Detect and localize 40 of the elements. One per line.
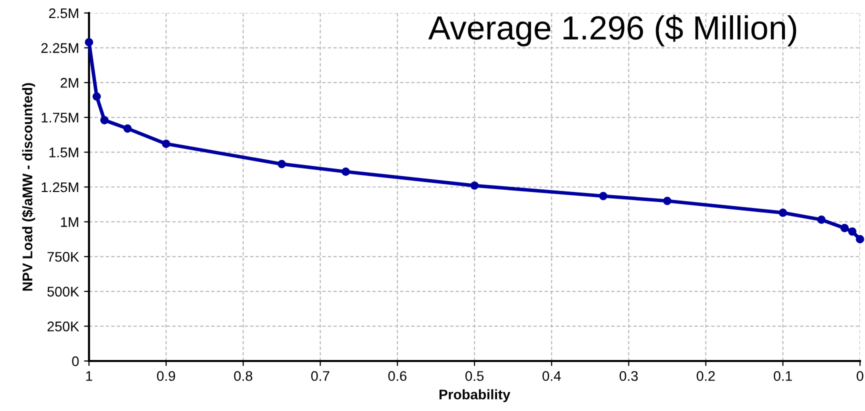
x-axis-title: Probability: [440, 389, 510, 402]
x-tick-label: 0: [856, 371, 864, 381]
y-axis-title: NPV Load ($/aMW - discounted): [22, 83, 36, 291]
point: [342, 168, 350, 176]
y-tick-label: 1M: [61, 217, 78, 227]
point: [470, 181, 479, 190]
x-tick-label: 0.6: [388, 371, 406, 381]
y-tick-label: 500K: [47, 286, 80, 297]
x-tick-label: 0.9: [156, 371, 176, 381]
point: [840, 224, 849, 232]
point: [92, 92, 101, 101]
point: [599, 192, 608, 200]
x-tick-label: 0.1: [774, 371, 792, 381]
y-tick-label: 1.5M: [49, 148, 78, 158]
point: [663, 196, 672, 206]
x-tick-label: 0.4: [542, 371, 561, 381]
y-tick-label: 750K: [48, 252, 80, 262]
y-tick-label: 1.75M: [42, 112, 78, 123]
point: [123, 124, 132, 133]
x-tick-label: 1: [86, 371, 92, 381]
point: [84, 38, 94, 46]
x-tick-label: 0.3: [620, 371, 638, 381]
point: [778, 208, 788, 217]
point: [100, 116, 109, 124]
y-tick-label: 250K: [48, 322, 80, 332]
point: [848, 227, 856, 236]
x-tick-label: 0.5: [465, 371, 484, 381]
point: [817, 216, 826, 224]
y-tick-label: 1.25M: [42, 182, 78, 192]
x-tick-label: 0.7: [311, 371, 330, 381]
y-tick-label: 2.25M: [41, 43, 78, 53]
x-tick-label: 0.8: [234, 371, 252, 381]
point: [162, 140, 170, 148]
y-tick-label: 2.5M: [49, 8, 78, 18]
y-tick-label: 0: [72, 356, 79, 366]
point: [856, 235, 864, 244]
point: [278, 160, 286, 168]
y-tick-label: 2M: [60, 78, 78, 88]
annotation: Average 1.296 ($ Million): [428, 14, 796, 46]
x-tick-label: 0.2: [696, 371, 715, 381]
